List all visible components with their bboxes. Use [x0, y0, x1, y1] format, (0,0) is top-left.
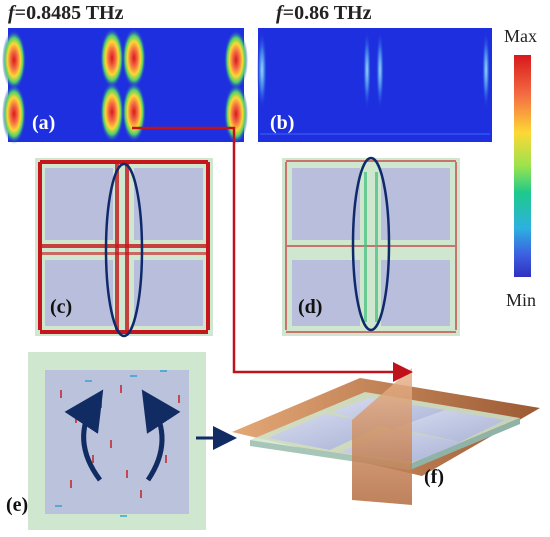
- panel-f-label: (f): [424, 466, 444, 488]
- panel-b-field-map: [257, 28, 492, 142]
- panel-d-current-map: [282, 156, 460, 336]
- panel-c-current-map: [35, 158, 213, 338]
- colorbar-min-label: Min: [506, 290, 537, 310]
- colorbar-gradient: [514, 55, 531, 277]
- panel-e-label: (e): [6, 494, 29, 516]
- a-to-f-connector: [132, 126, 413, 382]
- panel-f-3d-view: [232, 368, 540, 505]
- panel-a-label: (a): [32, 112, 56, 134]
- colorbar-max-label: Max: [504, 26, 537, 46]
- panel-e-current-map: [28, 352, 206, 530]
- panel-a-title: f=0.8485 THz: [8, 2, 124, 24]
- panel-c-label: (c): [50, 296, 73, 318]
- panel-d-label: (d): [298, 296, 323, 318]
- panel-a-field-map: [2, 28, 248, 144]
- panel-b-label: (b): [270, 112, 295, 134]
- panel-b-title: f=0.86 THz: [276, 2, 372, 24]
